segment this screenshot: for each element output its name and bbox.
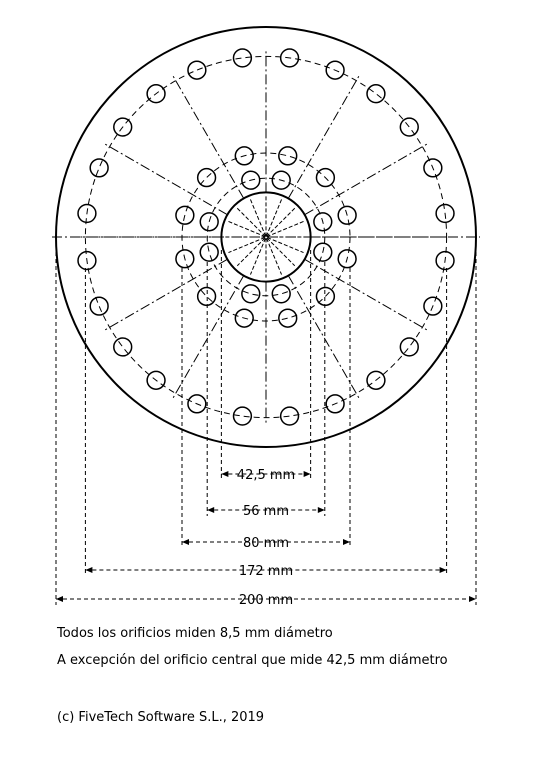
hole-172 <box>325 394 345 414</box>
radial-center-line <box>172 275 245 399</box>
bore-center-mark <box>228 220 304 254</box>
hole-172 <box>146 370 166 390</box>
hole-80 <box>175 249 195 269</box>
hole-56 <box>199 212 219 232</box>
radial-center-line <box>304 258 428 331</box>
hole-172 <box>89 296 109 316</box>
hole-172 <box>435 203 455 224</box>
dim-label-172: 172 mm <box>239 564 293 579</box>
hole-80 <box>278 146 298 166</box>
dimension-arrowhead <box>221 471 229 477</box>
dim-label-56: 56 mm <box>243 504 289 519</box>
pitch-circle-172 <box>84 55 448 419</box>
hole-172 <box>187 60 207 80</box>
dimension-arrowhead <box>317 507 325 513</box>
radial-center-line <box>287 275 360 399</box>
hole-80 <box>278 308 298 328</box>
dimension-arrowhead <box>56 596 63 602</box>
hole-172 <box>279 48 300 68</box>
pitch-circle-56 <box>206 177 326 297</box>
hole-56 <box>271 170 291 190</box>
dimension-arrowhead <box>207 507 215 513</box>
hole-56 <box>313 212 333 232</box>
hole-172 <box>366 370 386 390</box>
dimension-arrowhead <box>303 471 311 477</box>
hole-56 <box>199 242 219 262</box>
hole-172 <box>89 158 109 178</box>
radial-center-line <box>104 143 228 216</box>
center-bore <box>220 191 312 283</box>
dim-label-42-5: 42,5 mm <box>237 468 295 483</box>
hole-80 <box>315 286 336 307</box>
hole-172 <box>325 60 345 80</box>
hole-172 <box>399 337 419 357</box>
bore-center-mark <box>249 199 283 275</box>
hole-80 <box>337 205 357 225</box>
radial-center-line <box>104 258 228 331</box>
dim-label-80: 80 mm <box>243 536 289 551</box>
hole-80 <box>234 146 254 166</box>
dim-label-200: 200 mm <box>239 593 293 608</box>
note-center-hole: A excepción del orificio central que mid… <box>57 653 448 668</box>
bore-center-mark <box>228 220 304 254</box>
dimension-arrowhead <box>343 539 350 545</box>
hole-172 <box>146 84 166 104</box>
bore-center-mark <box>236 207 296 267</box>
hole-80 <box>175 205 195 225</box>
radial-center-line <box>304 143 428 216</box>
hole-172 <box>77 250 97 271</box>
pitch-circle-80 <box>181 152 351 322</box>
hole-172 <box>232 406 253 426</box>
hole-56 <box>271 284 291 304</box>
hole-172 <box>423 158 443 178</box>
bore-center-mark <box>249 199 283 275</box>
bore-center-mark <box>236 207 296 267</box>
hole-172 <box>423 296 443 316</box>
radial-center-line <box>172 75 245 199</box>
hole-172 <box>77 203 97 224</box>
hole-172 <box>366 84 386 104</box>
hole-80 <box>234 308 254 328</box>
dimension-arrowhead <box>439 567 447 573</box>
hole-56 <box>241 284 261 304</box>
copyright: (c) FiveTech Software S.L., 2019 <box>57 710 265 725</box>
hole-172 <box>279 406 300 426</box>
dimension-arrowhead <box>182 539 189 545</box>
hole-172 <box>113 337 133 357</box>
hole-172 <box>187 394 207 414</box>
hole-172 <box>435 250 455 271</box>
hole-80 <box>337 249 357 269</box>
hole-172 <box>232 48 253 68</box>
hole-56 <box>241 170 261 190</box>
hole-80 <box>196 167 217 188</box>
hole-56 <box>313 242 333 262</box>
radial-center-line <box>287 75 360 199</box>
outer-contour <box>55 26 477 448</box>
hole-172 <box>113 117 133 137</box>
hole-80 <box>196 286 217 307</box>
hole-172 <box>399 117 419 137</box>
dimension-arrowhead <box>85 567 93 573</box>
hole-80 <box>315 167 336 188</box>
dimension-arrowhead <box>469 596 476 602</box>
note-hole-diameter: Todos los orificios miden 8,5 mm diámetr… <box>57 626 333 641</box>
